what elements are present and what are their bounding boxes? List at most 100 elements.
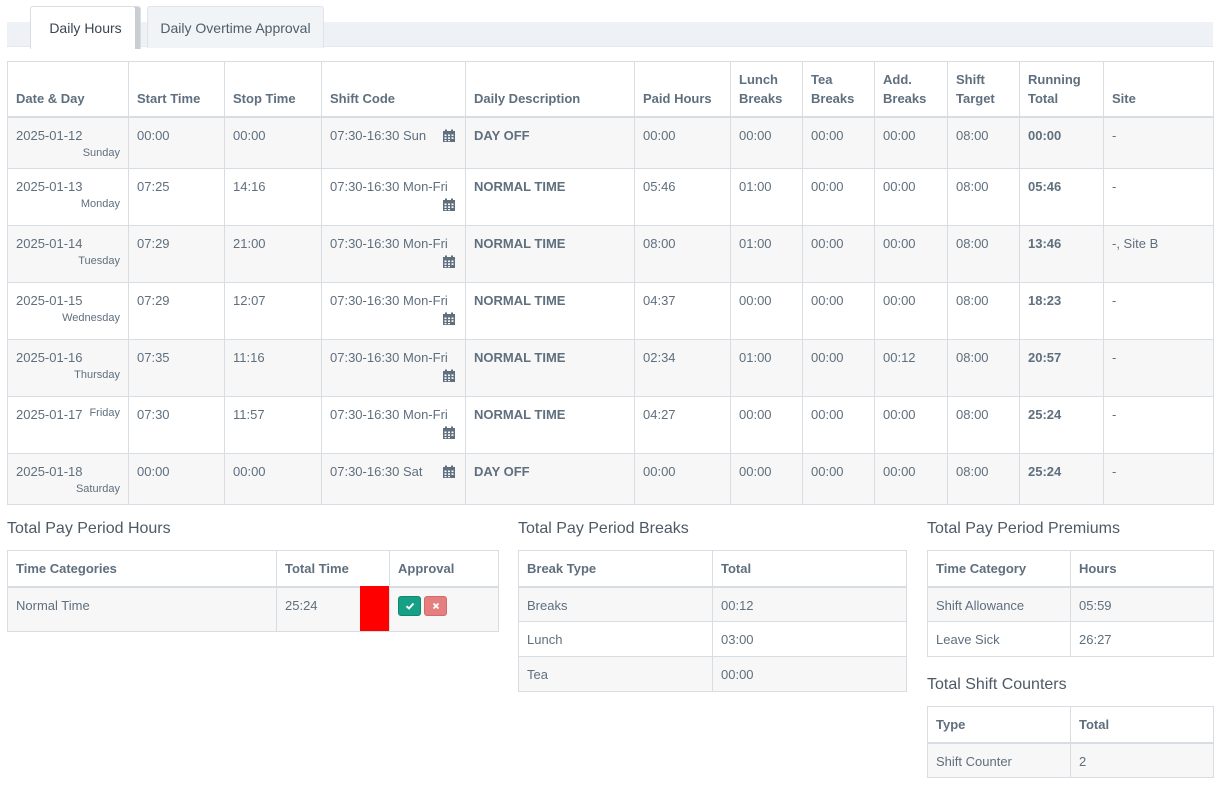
lunch-breaks-cell: 00:00 (730, 453, 803, 505)
calendar-icon[interactable] (442, 129, 456, 143)
lunch-breaks-cell: 01:00 (730, 168, 803, 226)
header-type: Type (927, 706, 1071, 744)
lunch-breaks-cell: 00:00 (730, 282, 803, 340)
header-break-type: Break Type (518, 550, 713, 588)
daily-description-cell: DAY OFF (465, 116, 635, 169)
tab-daily-hours[interactable]: Daily Hours (30, 6, 141, 49)
header-total: Total (1070, 706, 1214, 744)
day-name: Sunday (82, 146, 120, 159)
stop-time-cell: 11:57 (224, 396, 322, 454)
calendar-icon[interactable] (442, 369, 456, 383)
tea-breaks-cell: 00:00 (802, 282, 875, 340)
stop-time-cell: 00:00 (224, 453, 322, 505)
approve-button[interactable] (398, 596, 421, 616)
calendar-icon[interactable] (442, 312, 456, 326)
date-value: 2025-01-16 (16, 350, 83, 365)
table-row: 2025-01-15 Wednesday 07:29 12:07 07:30-16… (7, 282, 1214, 340)
day-name: Tuesday (78, 255, 120, 267)
shift-counters-title: Total Shift Counters (927, 676, 1067, 693)
header-running-total: Running Total (1019, 61, 1104, 118)
table-row: Leave Sick 26:27 (927, 621, 1214, 657)
header-paid-hours: Paid Hours (634, 61, 731, 118)
shift-code-value: 07:30-16:30 Sat (330, 464, 423, 479)
header-site: Site (1103, 61, 1214, 118)
site-cell: - (1103, 396, 1214, 454)
premium-hours-cell: 05:59 (1070, 586, 1214, 622)
day-name: Saturday (75, 483, 120, 495)
header-running-total-line1: Running (1028, 71, 1081, 87)
daily-description-cell: NORMAL TIME (465, 339, 635, 397)
date-cell: 2025-01-18 Saturday (7, 453, 129, 505)
site-cell: - (1103, 116, 1214, 169)
header-lunch-breaks-line1: Lunch (739, 71, 778, 87)
shift-target-cell: 08:00 (947, 339, 1020, 397)
break-total-cell: 00:00 (712, 656, 907, 692)
shift-target-cell: 08:00 (947, 225, 1020, 283)
break-total-cell: 03:00 (712, 621, 907, 657)
add-breaks-cell: 00:00 (874, 282, 948, 340)
shift-code-value: 07:30-16:30 Mon-Fri (330, 179, 448, 194)
tea-breaks-cell: 00:00 (802, 339, 875, 397)
stop-time-cell: 14:16 (224, 168, 322, 226)
paid-hours-cell: 02:34 (634, 339, 731, 397)
table-row: Lunch 03:00 (518, 621, 907, 657)
daily-description-cell: NORMAL TIME (465, 282, 635, 340)
add-breaks-cell: 00:00 (874, 225, 948, 283)
shift-target-cell: 08:00 (947, 116, 1020, 169)
pay-period-premiums-title: Total Pay Period Premiums (927, 520, 1120, 537)
header-shift-target-line1: Shift (956, 71, 985, 87)
running-total-cell: 18:23 (1019, 282, 1104, 340)
shift-counters-table: Type Total Shift Counter 2 (927, 706, 1214, 778)
header-daily-description: Daily Description (465, 61, 635, 118)
shift-target-cell: 08:00 (947, 396, 1020, 454)
add-breaks-cell: 00:12 (874, 339, 948, 397)
running-total-cell: 13:46 (1019, 225, 1104, 283)
status-indicator (360, 586, 389, 631)
break-type-cell: Breaks (518, 586, 713, 622)
calendar-icon[interactable] (442, 426, 456, 440)
header-date-day: Date & Day (7, 61, 129, 118)
premium-category-cell: Shift Allowance (927, 586, 1071, 622)
date-value: 2025-01-13 (16, 179, 83, 194)
running-total-cell: 25:24 (1019, 396, 1104, 454)
header-start-time: Start Time (128, 61, 225, 118)
paid-hours-cell: 04:27 (634, 396, 731, 454)
add-breaks-cell: 00:00 (874, 168, 948, 226)
header-shift-target: Shift Target (947, 61, 1020, 118)
date-value: 2025-01-14 (16, 236, 83, 251)
calendar-icon[interactable] (442, 255, 456, 269)
counter-type-cell: Shift Counter (927, 742, 1071, 778)
reject-button[interactable] (424, 596, 447, 616)
shift-code-cell: 07:30-16:30 Mon-Fri (321, 339, 466, 397)
shift-code-value: 07:30-16:30 Mon-Fri (330, 350, 448, 365)
date-value: 2025-01-18 (16, 464, 83, 479)
shift-target-cell: 08:00 (947, 168, 1020, 226)
tab-daily-overtime-approval[interactable]: Daily Overtime Approval (147, 6, 324, 48)
pay-period-breaks-table: Break Type Total Breaks 00:12 Lunch 03:0… (518, 550, 907, 692)
running-total-cell: 05:46 (1019, 168, 1104, 226)
pay-period-hours-title: Total Pay Period Hours (7, 520, 171, 537)
table-header-row: Date & Day Start Time Stop Time Shift Co… (7, 61, 1214, 118)
tea-breaks-cell: 00:00 (802, 168, 875, 226)
header-lunch-breaks: Lunch Breaks (730, 61, 803, 118)
shift-code-value: 07:30-16:30 Sun (330, 127, 427, 143)
shift-code-cell: 07:30-16:30 Mon-Fri (321, 396, 466, 454)
header-add-breaks: Add. Breaks (874, 61, 948, 118)
header-time-category: Time Category (927, 550, 1071, 588)
table-row: 2025-01-17 Friday 07:30 11:57 07:30-16:30… (7, 396, 1214, 454)
header-tea-breaks: Tea Breaks (802, 61, 875, 118)
lunch-breaks-cell: 00:00 (730, 396, 803, 454)
daily-description-cell: NORMAL TIME (465, 225, 635, 283)
shift-code-cell: 07:30-16:30 Mon-Fri (321, 282, 466, 340)
calendar-icon[interactable] (442, 465, 456, 479)
header-approval: Approval (389, 550, 499, 588)
calendar-icon[interactable] (442, 198, 456, 212)
shift-code-value: 07:30-16:30 Mon-Fri (330, 236, 448, 251)
break-type-cell: Tea (518, 656, 713, 692)
table-header-row: Time Category Hours (927, 550, 1214, 588)
pay-period-hours-table: Time Categories Total Time Approval Norm… (7, 550, 499, 632)
shift-code-value: 07:30-16:30 Mon-Fri (330, 407, 448, 422)
header-time-categories: Time Categories (7, 550, 277, 588)
table-row: Breaks 00:12 (518, 586, 907, 622)
header-shift-code: Shift Code (321, 61, 466, 118)
